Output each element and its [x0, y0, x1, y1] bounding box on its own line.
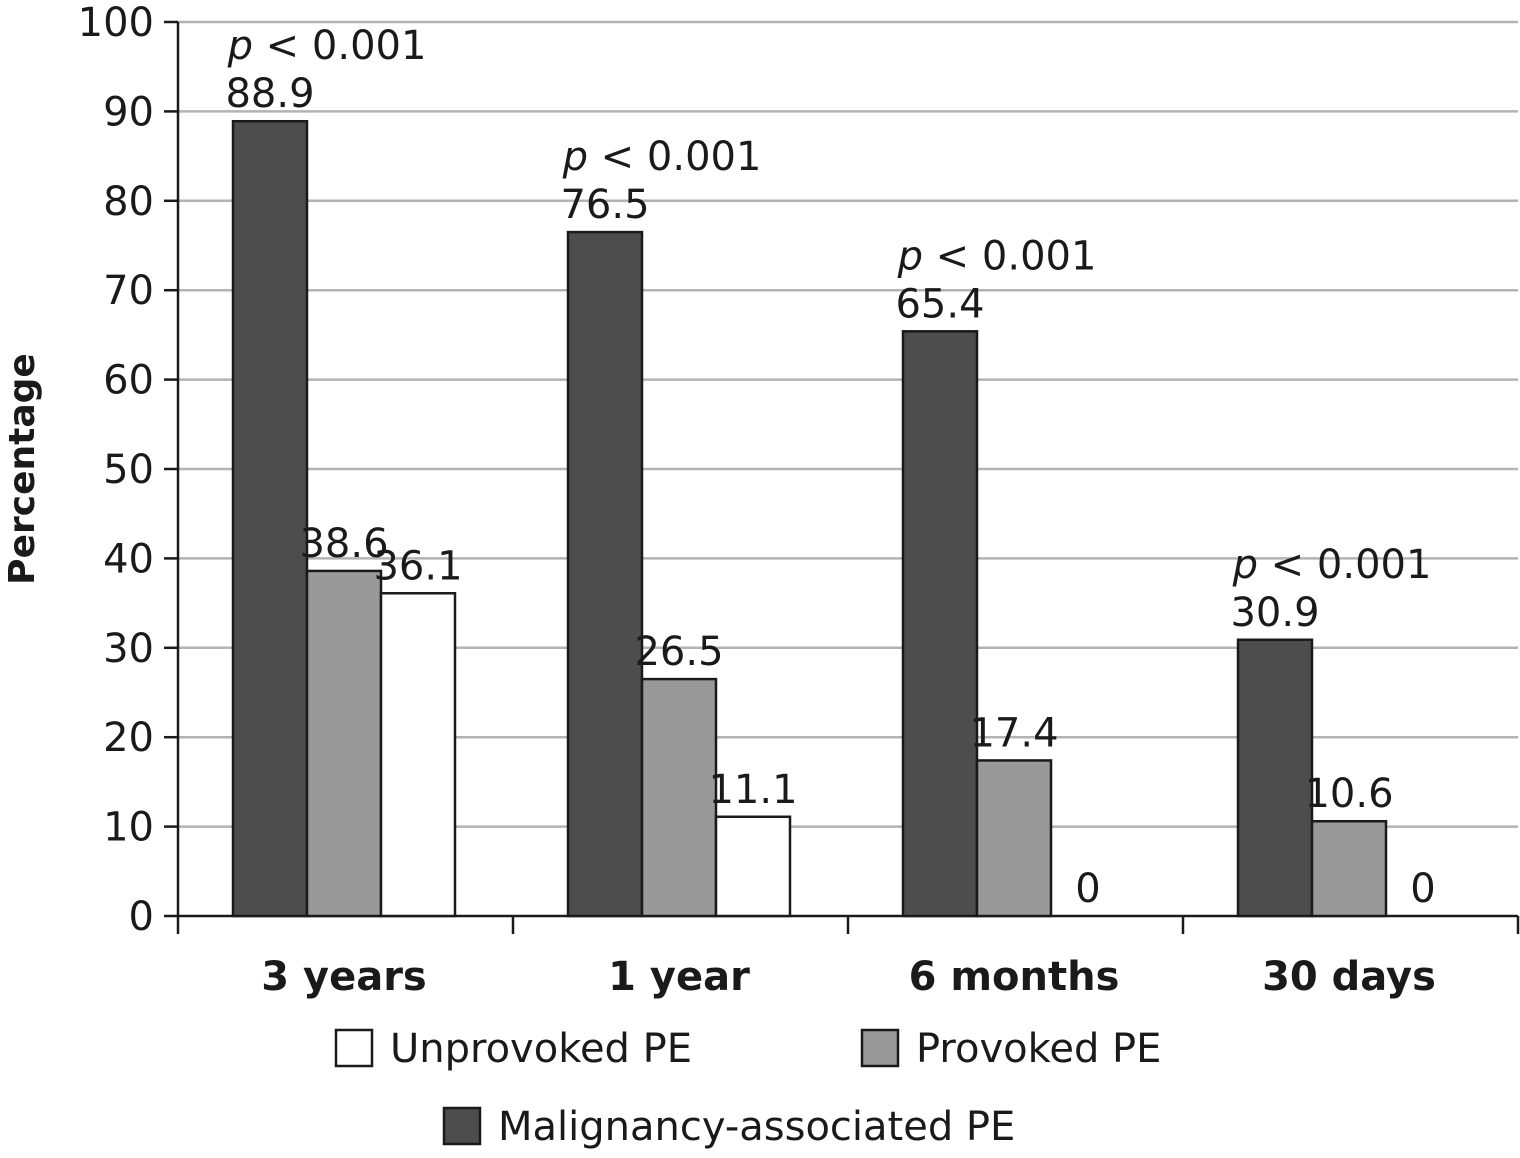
bar: [901, 330, 979, 918]
bar: [305, 569, 383, 918]
bar: [640, 677, 718, 918]
legend-swatch: [860, 1028, 900, 1068]
data-label: 0: [1075, 866, 1100, 912]
legend-label: Unprovoked PE: [390, 1026, 692, 1072]
data-label: 11.1: [708, 767, 797, 813]
legend-label: Malignancy-associated PE: [498, 1104, 1015, 1150]
y-tick-label: 10: [103, 805, 154, 851]
bar: [1236, 638, 1314, 918]
y-tick-label: 70: [103, 268, 154, 314]
data-label: 10.6: [1304, 771, 1393, 817]
data-label: 36.1: [373, 543, 462, 589]
data-label: 38.6: [299, 521, 388, 567]
y-tick-label: 40: [103, 536, 154, 582]
p-value-annotation: p < 0.001: [897, 233, 1097, 279]
value-labels: 88.9 76.5 65.4 30.9 38.6 26.5 17.4 10.6 36.1 11.1…: [225, 71, 1435, 912]
legend: Unprovoked PE Provoked PE Malignancy-assoc…: [334, 1026, 1161, 1150]
data-label: 0: [1410, 866, 1435, 912]
y-tick-label: 50: [103, 447, 154, 493]
legend-label: Provoked PE: [916, 1026, 1161, 1072]
x-category-label: 30 days: [1262, 954, 1436, 1000]
p-value-annotation: p < 0.001: [227, 23, 427, 69]
bars: [231, 119, 1388, 918]
p-value-annotations: p < 0.001 p < 0.001 p < 0.001 p < 0.001: [227, 23, 1432, 588]
x-category-label: 1 year: [608, 954, 750, 1000]
bar: [379, 592, 457, 918]
data-label: 88.9: [225, 71, 314, 117]
legend-swatch: [442, 1106, 482, 1146]
p-value-annotation: p < 0.001: [1232, 542, 1432, 588]
x-category-label: 3 years: [261, 954, 427, 1000]
y-tick-label: 100: [78, 0, 154, 46]
y-tick-label: 80: [103, 179, 154, 225]
y-axis-title: Percentage: [2, 353, 43, 585]
data-label: 76.5: [560, 182, 649, 228]
y-tick-label: 30: [103, 626, 154, 672]
y-tick-label: 90: [103, 89, 154, 135]
axes: 0 10 20 30 40 50 60 70 80 90 100 3 years 1 year 6 mon…: [78, 0, 1520, 1000]
bar: [231, 119, 309, 918]
data-label: 17.4: [969, 710, 1058, 756]
p-value-annotation: p < 0.001: [562, 134, 762, 180]
y-tick-label: 20: [103, 715, 154, 761]
y-tick-label: 0: [129, 894, 154, 940]
data-label: 26.5: [634, 629, 723, 675]
data-label: 65.4: [895, 281, 984, 327]
legend-swatch: [334, 1028, 374, 1068]
x-category-label: 6 months: [909, 954, 1120, 1000]
bar: [714, 815, 792, 918]
bar: [975, 759, 1053, 918]
bar: [1310, 819, 1388, 918]
y-tick-label: 60: [103, 358, 154, 404]
bar: [566, 230, 644, 918]
data-label: 30.9: [1230, 590, 1319, 636]
